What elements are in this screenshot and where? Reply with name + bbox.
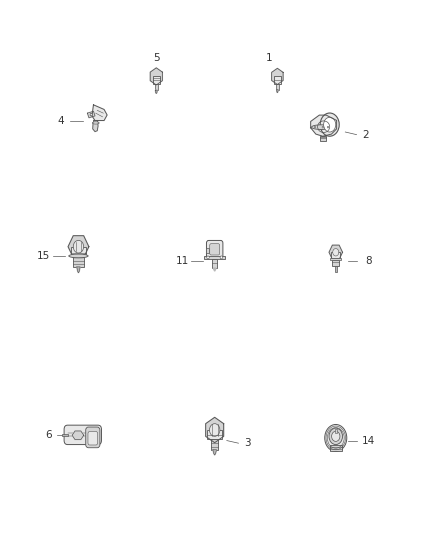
Text: 3: 3 — [244, 438, 251, 448]
Bar — [332, 260, 339, 265]
Bar — [205, 256, 225, 260]
Text: 1: 1 — [265, 53, 272, 63]
Bar — [274, 76, 281, 84]
Bar — [330, 258, 341, 260]
Bar — [153, 76, 160, 84]
Text: 2: 2 — [363, 130, 369, 140]
Polygon shape — [155, 90, 157, 93]
Bar — [205, 248, 209, 253]
Ellipse shape — [311, 125, 331, 130]
Text: 4: 4 — [58, 116, 64, 126]
Text: 5: 5 — [153, 53, 159, 63]
Circle shape — [314, 126, 316, 128]
Polygon shape — [277, 90, 278, 93]
FancyBboxPatch shape — [64, 425, 102, 445]
Polygon shape — [329, 245, 343, 260]
Text: 14: 14 — [361, 435, 375, 446]
Polygon shape — [206, 417, 224, 443]
Polygon shape — [150, 68, 162, 85]
Text: 15: 15 — [37, 251, 50, 261]
FancyBboxPatch shape — [210, 244, 219, 255]
Circle shape — [325, 424, 347, 451]
Circle shape — [332, 431, 340, 441]
Circle shape — [322, 126, 324, 128]
Bar — [332, 252, 340, 258]
Circle shape — [327, 126, 328, 128]
Bar — [335, 265, 336, 272]
FancyBboxPatch shape — [88, 432, 98, 445]
Polygon shape — [272, 68, 283, 84]
Bar — [276, 84, 279, 90]
Bar — [207, 430, 223, 439]
Polygon shape — [213, 450, 216, 455]
FancyBboxPatch shape — [86, 427, 100, 448]
Ellipse shape — [92, 122, 99, 124]
Polygon shape — [213, 268, 216, 271]
Bar — [73, 256, 84, 267]
Polygon shape — [311, 115, 337, 136]
Circle shape — [220, 256, 223, 259]
Bar — [335, 429, 337, 433]
Circle shape — [209, 424, 220, 437]
Bar — [330, 446, 342, 451]
Polygon shape — [72, 431, 84, 440]
Bar — [212, 260, 217, 268]
Polygon shape — [77, 267, 80, 273]
Text: 6: 6 — [45, 430, 52, 440]
FancyBboxPatch shape — [206, 240, 223, 259]
Circle shape — [329, 428, 343, 445]
Polygon shape — [92, 105, 107, 120]
Bar — [212, 439, 218, 450]
Circle shape — [207, 256, 209, 259]
Bar — [155, 84, 158, 90]
Circle shape — [333, 248, 339, 256]
Circle shape — [73, 240, 84, 253]
Polygon shape — [88, 111, 95, 118]
Bar — [71, 247, 86, 256]
Text: 8: 8 — [365, 256, 371, 266]
Polygon shape — [68, 236, 89, 257]
Polygon shape — [93, 120, 98, 132]
Bar — [320, 135, 326, 141]
Text: 11: 11 — [176, 256, 189, 266]
Ellipse shape — [69, 254, 88, 258]
Circle shape — [320, 113, 339, 136]
Circle shape — [324, 117, 336, 132]
Circle shape — [90, 114, 92, 116]
Bar — [62, 434, 68, 437]
